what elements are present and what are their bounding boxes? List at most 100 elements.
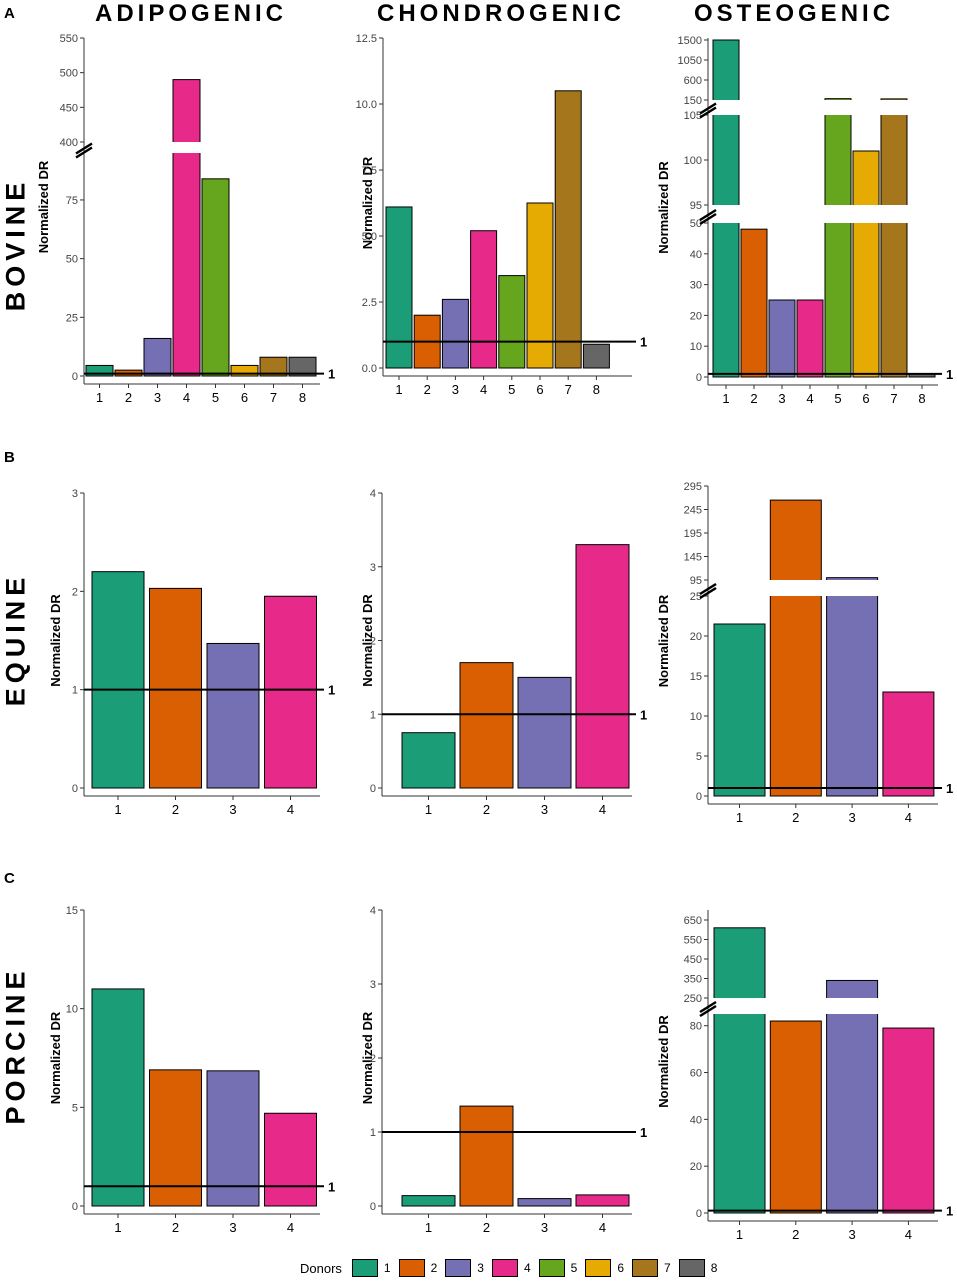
bovine-chondrogenic-x-tick-label: 7 (565, 382, 572, 397)
porcine-chondrogenic-y-tick-label: 2 (370, 1053, 376, 1065)
equine-osteogenic-y-tick-label: 15 (690, 671, 702, 683)
bovine-adipogenic-x-tick-label: 1 (96, 390, 103, 405)
legend-item-donor-3: 3 (445, 1259, 484, 1277)
equine-chondrogenic-x-tick-label: 2 (483, 802, 490, 817)
bovine-adipogenic-axis-break-mark (75, 142, 93, 155)
legend-label: 4 (523, 1261, 531, 1275)
bovine-osteogenic-y-tick-label: 40 (690, 249, 702, 261)
bovine-chondrogenic-x-tick-label: 3 (452, 382, 459, 397)
equine-chondrogenic-y-tick-label: 1 (370, 709, 376, 721)
bovine-adipogenic-bar-donor-8 (288, 356, 317, 377)
equine-chondrogenic-bar-donor-2 (459, 662, 514, 789)
legend-item-donor-1: 1 (351, 1259, 391, 1277)
bovine-adipogenic-y-tick-label: 400 (60, 137, 78, 149)
panel-letter-b: B (4, 449, 15, 466)
bovine-chondrogenic-y-tick-label: 7.5 (362, 165, 377, 177)
bovine-adipogenic-x-tick-label: 3 (154, 390, 161, 405)
bovine-chondrogenic-reference-label: 1 (640, 335, 647, 350)
bovine-osteogenic-y-tick-label: 105 (684, 110, 702, 122)
bovine-adipogenic-axis-break-mark (75, 146, 93, 159)
legend-label: 8 (710, 1261, 718, 1275)
porcine-osteogenic-y-tick-label: 60 (690, 1068, 702, 1080)
porcine-osteogenic-y-tick-label: 40 (690, 1114, 702, 1126)
bovine-adipogenic-x-tick-label: 6 (241, 390, 248, 405)
bovine-osteogenic-x-tick-label: 7 (890, 391, 897, 406)
bovine-osteogenic-y-tick-label: 0 (696, 372, 702, 384)
legend-label: 6 (617, 1261, 625, 1275)
porcine-osteogenic-axis-break-gap (709, 998, 939, 1014)
porcine-osteogenic-y-axis-label: Normalized DR (656, 1015, 671, 1108)
bovine-osteogenic-bar-donor-7 (880, 98, 908, 378)
bovine-osteogenic-bar-donor-4 (796, 299, 824, 378)
bovine-adipogenic-bar-donor-7 (259, 356, 288, 377)
legend-swatch (678, 1259, 705, 1277)
equine-osteogenic-y-tick-label: 95 (690, 575, 702, 587)
equine-chondrogenic-x-tick-label: 3 (541, 802, 548, 817)
bovine-chondrogenic-x-tick-label: 8 (593, 382, 600, 397)
bovine-adipogenic-y-tick-label: 25 (66, 312, 78, 324)
bovine-adipogenic-x-tick-label: 4 (183, 390, 190, 405)
bovine-chondrogenic-x-tick-label: 5 (508, 382, 515, 397)
porcine-osteogenic-bar-donor-1 (713, 927, 766, 1214)
equine-adipogenic-x-tick-label: 2 (172, 802, 179, 817)
bovine-adipogenic-y-tick-label: 550 (60, 33, 78, 45)
bovine-osteogenic-bar-donor-5 (824, 98, 852, 378)
equine-osteogenic-reference-label: 1 (946, 781, 953, 796)
bovine-chondrogenic-x-tick-label: 4 (480, 382, 487, 397)
bovine-osteogenic-x-tick-label: 6 (862, 391, 869, 406)
legend-swatch (445, 1259, 472, 1277)
bovine-osteogenic-bar-donor-2 (740, 228, 768, 378)
equine-osteogenic-y-tick-label: 295 (684, 481, 702, 493)
porcine-osteogenic-reference-label: 1 (946, 1204, 953, 1219)
porcine-osteogenic-y-tick-label: 450 (684, 954, 702, 966)
bovine-adipogenic-bar-donor-4 (172, 79, 201, 377)
bovine-osteogenic-bar-donor-3 (768, 299, 796, 378)
equine-osteogenic-axis-break-mark (699, 586, 717, 600)
equine-osteogenic-y-tick-label: 245 (684, 505, 702, 517)
porcine-osteogenic-axis-break-mark (699, 1000, 717, 1014)
legend-label: 2 (430, 1261, 438, 1275)
porcine-osteogenic-y-tick-label: 20 (690, 1161, 702, 1173)
equine-osteogenic-bar-donor-4 (882, 691, 935, 797)
porcine-osteogenic-x-tick-label: 4 (905, 1227, 912, 1242)
bovine-chondrogenic-x-tick-label: 6 (536, 382, 543, 397)
equine-osteogenic-axis-break-mark (699, 582, 717, 596)
legend-swatch (585, 1259, 612, 1277)
bovine-osteogenic-y-tick-label: 10 (690, 341, 702, 353)
bovine-adipogenic-x-tick-label: 8 (299, 390, 306, 405)
porcine-adipogenic-y-tick-label: 10 (66, 1004, 78, 1016)
bovine-chondrogenic-bar-donor-6 (526, 202, 554, 369)
porcine-chondrogenic-y-tick-label: 0 (370, 1201, 376, 1213)
bovine-chondrogenic-y-axis-label: Normalized DR (360, 156, 375, 249)
legend-label: 5 (570, 1261, 578, 1275)
porcine-adipogenic-reference-label: 1 (328, 1179, 335, 1194)
equine-chondrogenic-x-tick-label: 4 (599, 802, 606, 817)
bovine-adipogenic-reference-label: 1 (328, 367, 335, 382)
porcine-chondrogenic-y-tick-label: 4 (370, 905, 376, 917)
bovine-osteogenic-y-tick-label: 50 (690, 218, 702, 230)
bovine-osteogenic-axis-break-mark (699, 208, 717, 222)
bovine-adipogenic-y-axis-label: Normalized DR (36, 160, 51, 253)
equine-adipogenic-x-tick-label: 3 (229, 802, 236, 817)
legend-swatch (538, 1259, 565, 1277)
bovine-osteogenic-y-tick-label: 30 (690, 280, 702, 292)
porcine-chondrogenic-y-tick-label: 1 (370, 1127, 376, 1139)
porcine-osteogenic-x-tick-label: 3 (848, 1227, 855, 1242)
bovine-chondrogenic-y-tick-label: 5.0 (362, 231, 377, 243)
panel-letter-a: A (4, 5, 15, 22)
equine-osteogenic-y-tick-label: 10 (690, 711, 702, 723)
bovine-osteogenic-y-tick-label: 600 (684, 75, 702, 87)
equine-osteogenic-x-tick-label: 4 (905, 810, 912, 825)
equine-osteogenic-y-tick-label: 5 (696, 751, 702, 763)
bovine-chondrogenic-x-tick-label: 1 (395, 382, 402, 397)
bovine-adipogenic-bar-donor-6 (230, 364, 259, 377)
porcine-chondrogenic-x-tick-label: 1 (425, 1220, 432, 1235)
bovine-chondrogenic-bar-donor-5 (498, 275, 526, 369)
bovine-osteogenic-axis-break-gap (709, 205, 939, 223)
porcine-adipogenic-bar-donor-4 (264, 1112, 317, 1207)
porcine-adipogenic-bar-donor-3 (206, 1070, 260, 1207)
equine-chondrogenic-bar-donor-4 (575, 544, 630, 789)
equine-osteogenic-bar-donor-2 (769, 499, 822, 797)
porcine-chondrogenic-bar-donor-1 (401, 1195, 456, 1207)
